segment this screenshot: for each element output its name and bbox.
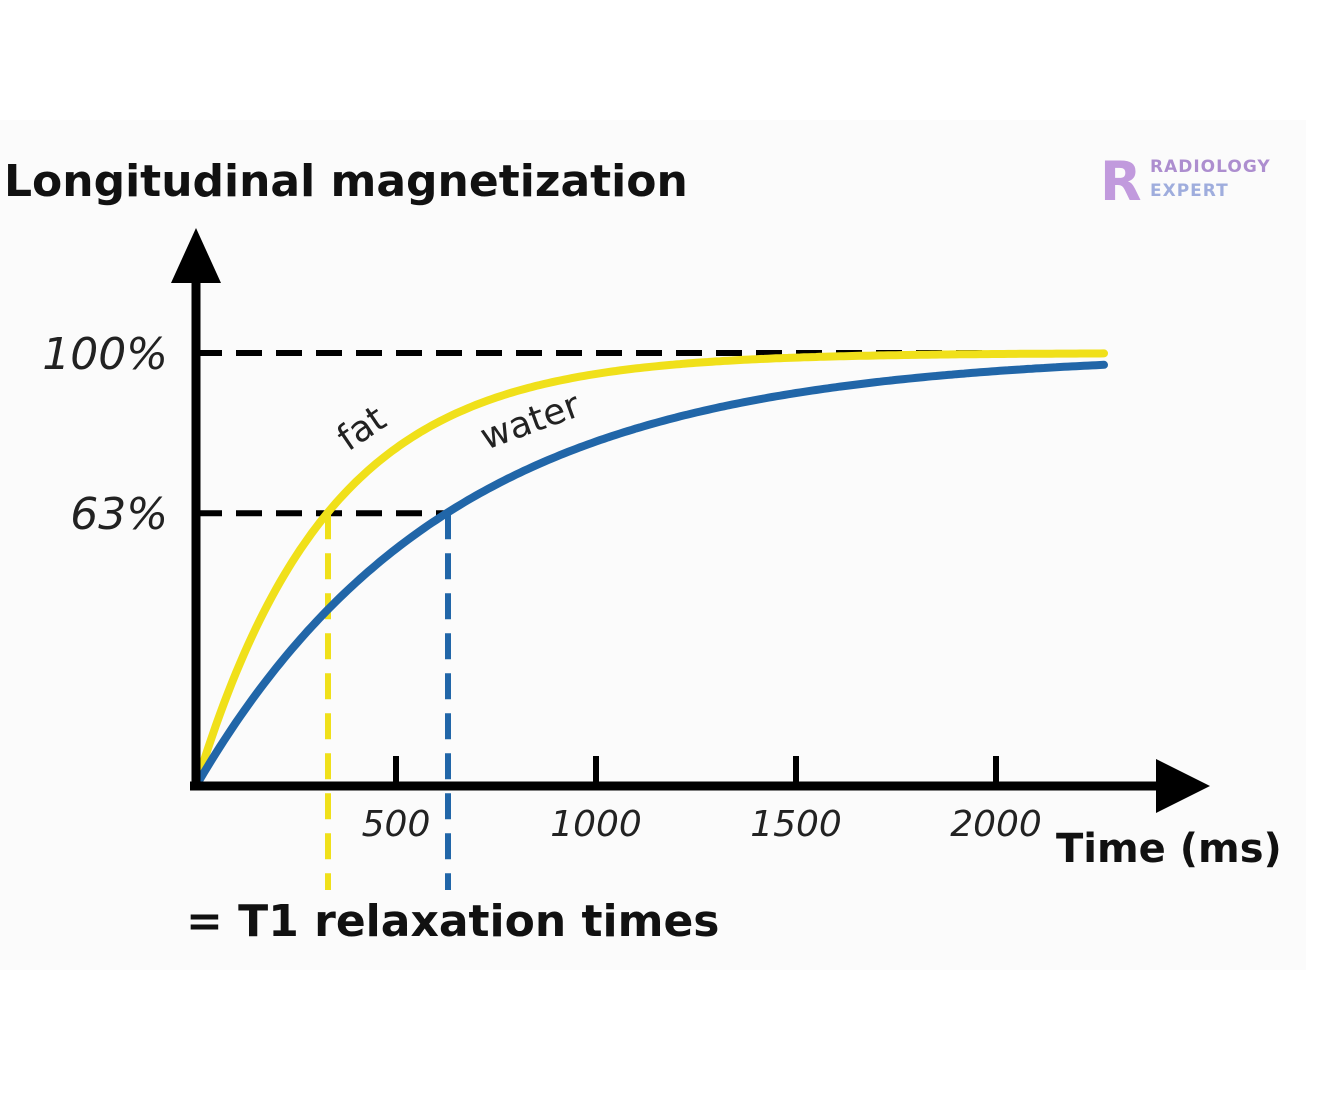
y-axis-arrow	[171, 228, 221, 283]
series-line-water	[192, 360, 1108, 790]
x-tick-label-1500: 1500	[750, 804, 842, 845]
t1-note: = T1 relaxation times	[186, 896, 720, 947]
chart-title: Longitudinal magnetization	[4, 156, 688, 207]
x-axis-label: Time (ms)	[1056, 826, 1282, 872]
svg-text:R: R	[1100, 150, 1142, 213]
chart-panel	[0, 120, 1306, 970]
axes	[171, 228, 1210, 813]
series-line-fat	[192, 349, 1108, 790]
svg-text:EXPERT: EXPERT	[1150, 181, 1229, 201]
x-axis-arrow	[1156, 759, 1210, 813]
x-tick-label-2000: 2000	[950, 804, 1042, 845]
y-tick-label-100: 100%	[42, 329, 168, 380]
radiology-expert-logo: R RADIOLOGY EXPERT	[1100, 150, 1271, 213]
series-label-fat: fat	[330, 398, 393, 459]
svg-text:RADIOLOGY: RADIOLOGY	[1150, 157, 1271, 177]
y-tick-label-63: 63%	[70, 489, 168, 540]
x-tick-label-1000: 1000	[550, 804, 642, 845]
x-tick-label-500: 500	[362, 804, 431, 845]
